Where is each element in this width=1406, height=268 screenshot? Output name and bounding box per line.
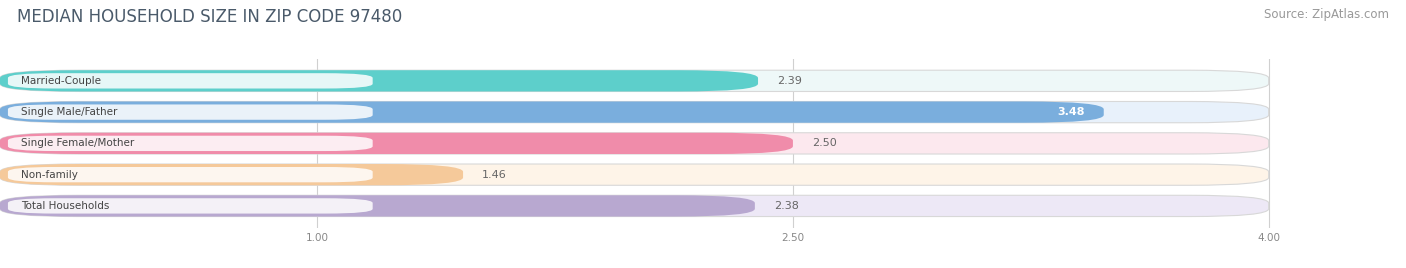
FancyBboxPatch shape (0, 195, 755, 217)
Text: MEDIAN HOUSEHOLD SIZE IN ZIP CODE 97480: MEDIAN HOUSEHOLD SIZE IN ZIP CODE 97480 (17, 8, 402, 26)
Text: 1.46: 1.46 (482, 170, 506, 180)
Text: Source: ZipAtlas.com: Source: ZipAtlas.com (1264, 8, 1389, 21)
Text: Non-family: Non-family (21, 170, 77, 180)
FancyBboxPatch shape (8, 198, 373, 214)
Text: 3.48: 3.48 (1057, 107, 1084, 117)
Text: Total Households: Total Households (21, 201, 110, 211)
FancyBboxPatch shape (0, 133, 1268, 154)
FancyBboxPatch shape (0, 102, 1104, 123)
Text: Married-Couple: Married-Couple (21, 76, 101, 86)
FancyBboxPatch shape (0, 195, 1268, 217)
FancyBboxPatch shape (8, 167, 373, 182)
FancyBboxPatch shape (0, 70, 1268, 91)
FancyBboxPatch shape (0, 164, 463, 185)
FancyBboxPatch shape (0, 133, 793, 154)
Text: 2.50: 2.50 (811, 138, 837, 148)
FancyBboxPatch shape (0, 70, 758, 91)
Text: 2.39: 2.39 (778, 76, 801, 86)
Text: Single Female/Mother: Single Female/Mother (21, 138, 134, 148)
FancyBboxPatch shape (8, 136, 373, 151)
FancyBboxPatch shape (8, 105, 373, 120)
FancyBboxPatch shape (0, 102, 1268, 123)
Text: Single Male/Father: Single Male/Father (21, 107, 117, 117)
Text: 2.38: 2.38 (773, 201, 799, 211)
FancyBboxPatch shape (0, 164, 1268, 185)
FancyBboxPatch shape (8, 73, 373, 88)
